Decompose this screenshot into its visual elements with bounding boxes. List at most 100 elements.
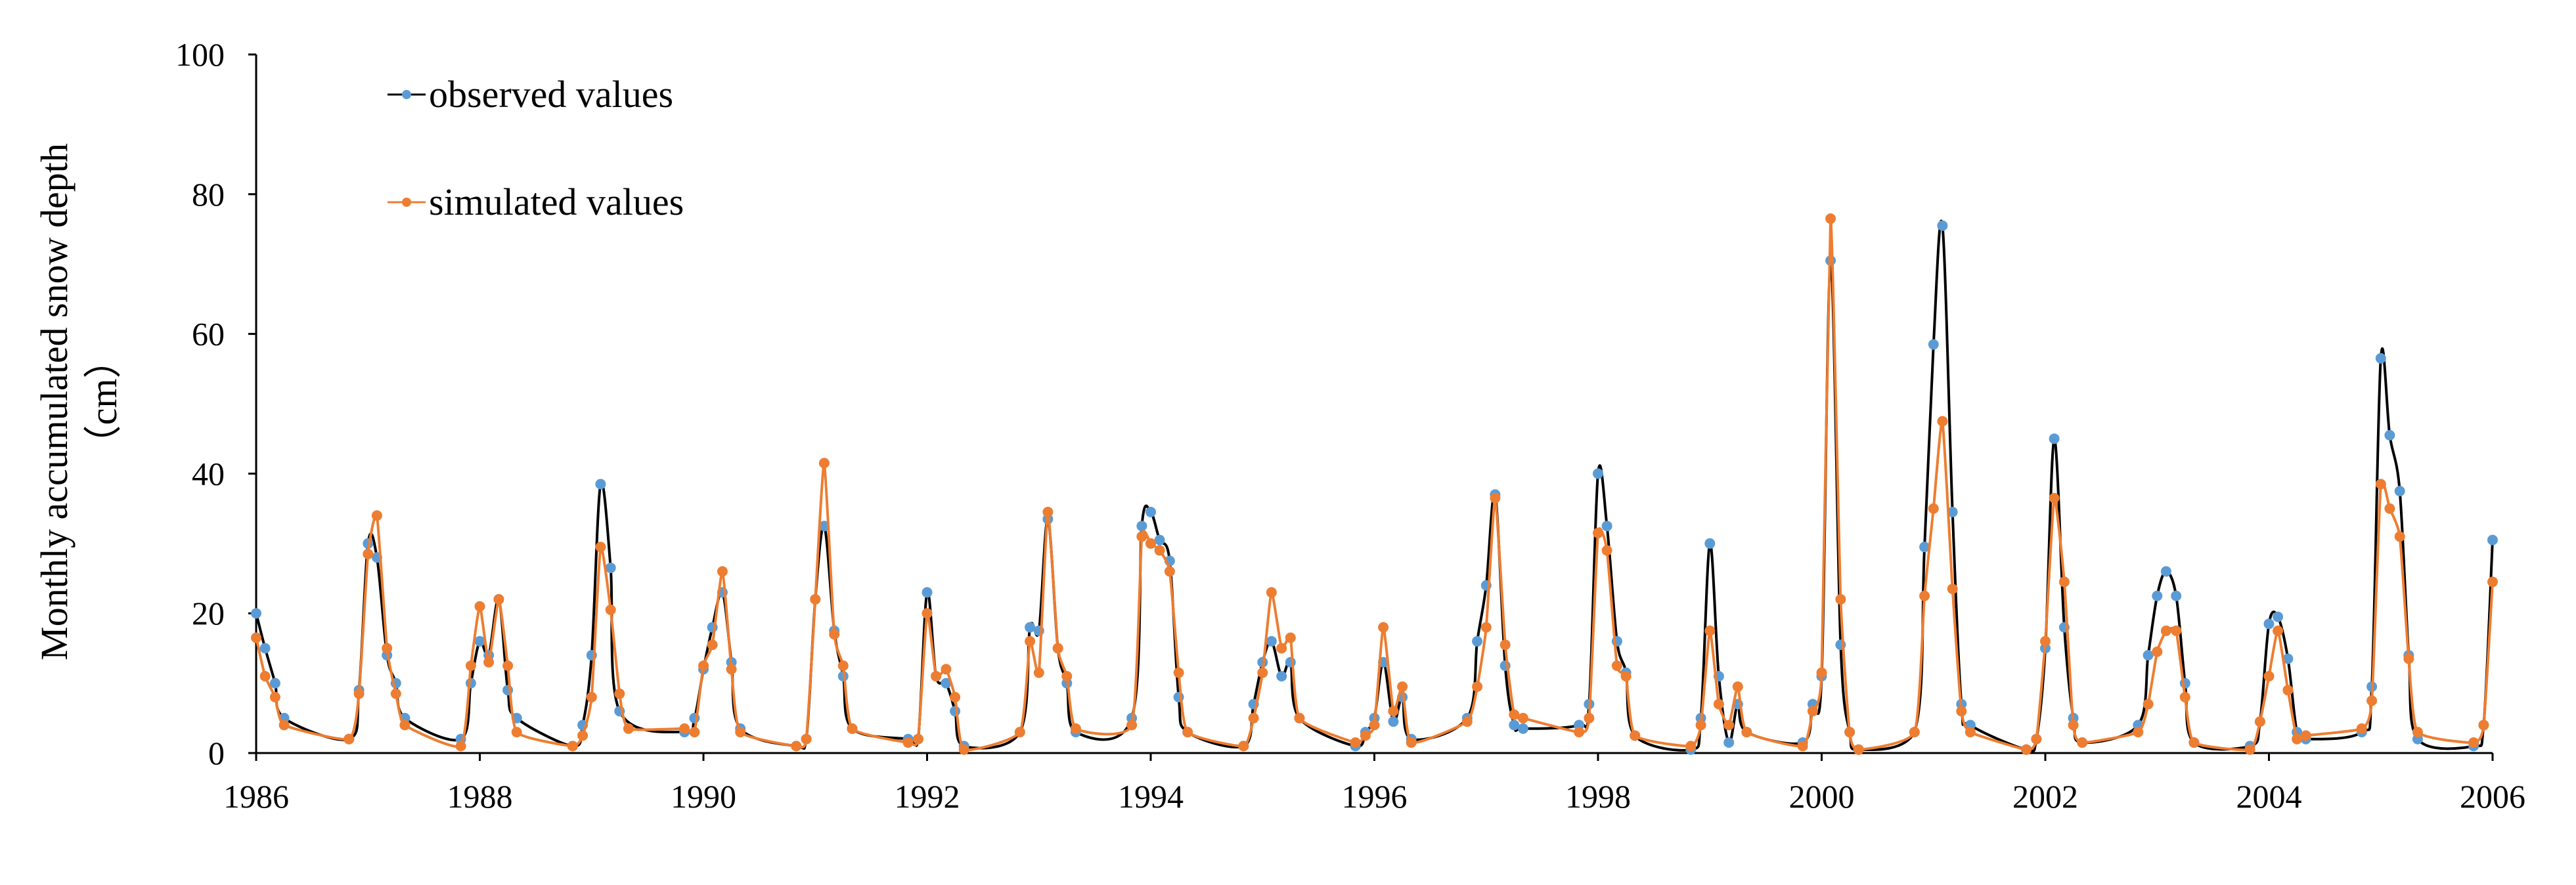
data-point [2384, 503, 2395, 514]
data-point [1919, 542, 1930, 553]
data-point [2077, 737, 2088, 748]
data-point [1928, 503, 1939, 514]
data-point [1723, 737, 1735, 748]
data-point [1509, 720, 1520, 731]
data-point [1490, 492, 1501, 504]
data-point [353, 688, 365, 699]
data-point [1052, 643, 1063, 654]
data-point [1266, 587, 1277, 598]
x-tick-label: 1994 [1118, 778, 1184, 815]
data-point [2478, 720, 2489, 731]
x-tick-label: 1990 [671, 778, 736, 815]
data-point [278, 720, 290, 731]
data-point [2300, 730, 2311, 741]
data-point [726, 664, 737, 675]
data-point [1723, 720, 1735, 731]
y-tick-label: 100 [175, 36, 225, 73]
data-point [1257, 667, 1268, 678]
data-point [1126, 720, 1138, 731]
x-tick-label: 2006 [2460, 778, 2525, 815]
data-point [1014, 727, 1025, 738]
data-point [1248, 712, 1259, 723]
data-point [1713, 699, 1724, 710]
data-point [1154, 534, 1165, 546]
data-point [1145, 506, 1156, 517]
data-point [2179, 678, 2190, 689]
data-point [251, 608, 261, 619]
data-point [2412, 727, 2423, 738]
data-point [735, 727, 746, 738]
data-point [931, 671, 942, 681]
data-point [1937, 220, 1948, 231]
data-point [847, 723, 858, 734]
data-point [1517, 723, 1528, 734]
data-point [595, 479, 606, 490]
data-point [2487, 576, 2498, 588]
data-point [717, 566, 728, 577]
data-point [2468, 737, 2479, 748]
data-point [1070, 723, 1081, 734]
data-point [1825, 213, 1836, 224]
data-point [1025, 622, 1036, 633]
y-axis-unit: （cm） [82, 341, 125, 464]
data-point [259, 671, 271, 681]
data-point [2394, 486, 2405, 496]
data-point [1164, 566, 1175, 577]
legend-label-simulated: simulated values [429, 181, 684, 223]
legend-label-observed: observed values [429, 73, 673, 116]
data-point [1472, 681, 1483, 692]
y-tick-label: 0 [208, 735, 225, 771]
data-point [1136, 521, 1147, 532]
data-point [2179, 691, 2190, 702]
data-point [1406, 737, 1417, 748]
data-point [958, 744, 969, 755]
data-point [269, 678, 280, 689]
data-point [1388, 706, 1399, 717]
data-point [1154, 545, 1165, 556]
data-point [922, 608, 933, 619]
data-point [1593, 468, 1603, 479]
data-point [2171, 590, 2182, 601]
x-tick-label: 1998 [1565, 778, 1631, 815]
series-line [255, 219, 2494, 752]
data-point [2356, 723, 2367, 734]
data-point [502, 660, 514, 671]
data-point [1042, 506, 1054, 517]
data-point [363, 548, 374, 559]
data-point [605, 563, 616, 573]
data-point [2143, 699, 2154, 710]
data-point [1584, 712, 1595, 723]
data-point [595, 542, 606, 553]
data-point [2152, 590, 2163, 601]
data-point [941, 664, 952, 675]
data-point [455, 741, 466, 752]
data-point [577, 730, 588, 741]
x-tick-label: 2000 [1789, 778, 1855, 815]
data-point [2049, 433, 2060, 444]
data-point [2031, 733, 2042, 745]
series-layer [251, 213, 2498, 755]
data-point [810, 594, 821, 605]
x-tick-label: 2004 [2236, 778, 2302, 815]
data-point [259, 643, 271, 654]
data-point [2375, 353, 2386, 364]
data-point [2244, 744, 2255, 755]
data-point [912, 733, 923, 745]
data-point [605, 604, 616, 615]
data-point [1844, 727, 1855, 738]
data-point [1797, 741, 1808, 752]
data-point [698, 660, 709, 671]
data-point [1630, 730, 1641, 741]
data-point [679, 723, 690, 734]
data-point [251, 632, 261, 643]
data-point [1388, 716, 1399, 727]
legend-item-observed: observed values [388, 73, 673, 116]
y-tick-label: 40 [192, 455, 225, 492]
data-point [1285, 632, 1296, 643]
data-point [1378, 622, 1389, 633]
data-point [2292, 733, 2303, 745]
data-point [2254, 716, 2265, 727]
data-point [1294, 712, 1305, 723]
data-point [2282, 685, 2294, 696]
data-point [2375, 479, 2386, 490]
